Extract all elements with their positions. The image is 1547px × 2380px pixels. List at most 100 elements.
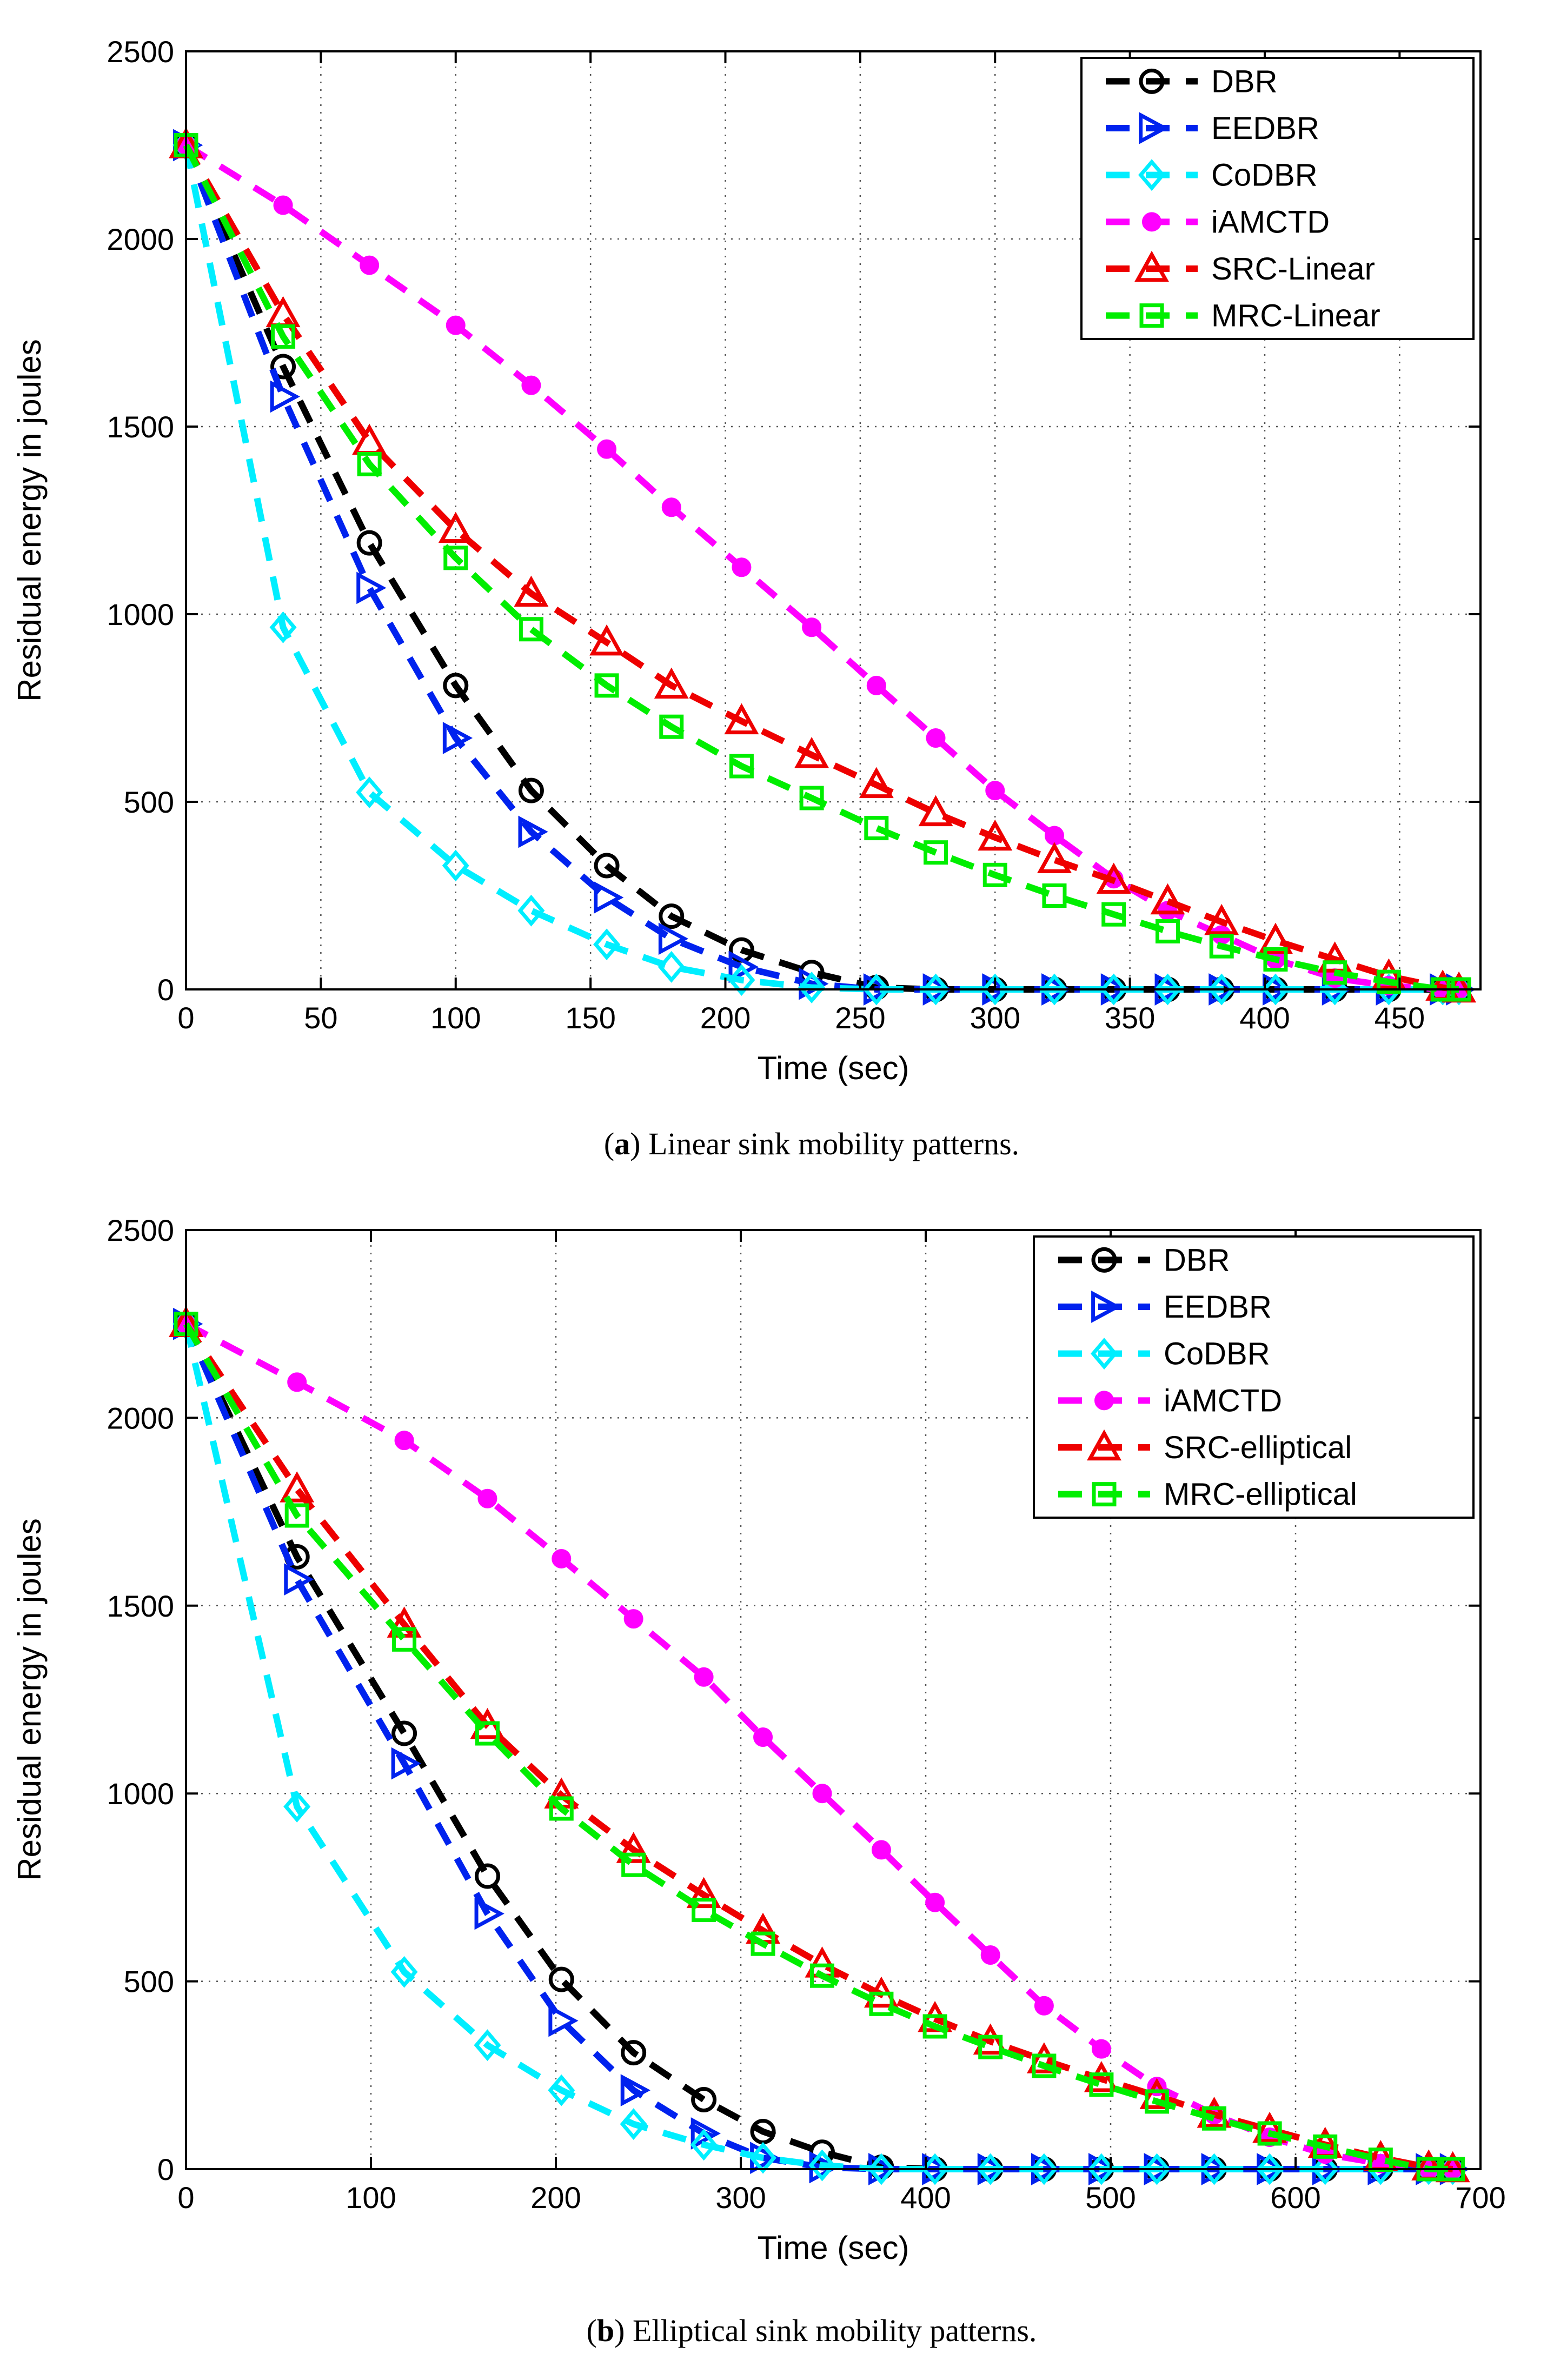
data-point xyxy=(922,2014,947,2039)
data-point xyxy=(980,1945,1000,1965)
data-point xyxy=(1256,2153,1284,2185)
chart-linear: 0 50 100 150 200 250 300 350 400 450 0 500 1000 1500 2… xyxy=(11,35,1482,1161)
data-point xyxy=(392,1627,417,1652)
data-point xyxy=(594,673,619,698)
x-axis-label: Time (sec) xyxy=(757,2230,909,2266)
y-tick-label: 500 xyxy=(124,785,174,819)
axes-frame xyxy=(185,1229,1482,2170)
data-point xyxy=(728,950,759,983)
data-point xyxy=(661,497,681,517)
data-point xyxy=(1096,862,1131,894)
data-point xyxy=(802,617,822,637)
data-point xyxy=(1101,902,1126,927)
data-point xyxy=(918,795,953,827)
data-point xyxy=(1089,2072,1114,2097)
legend: DBR EEDBR CoDBR iAMCTD SRC-elliptical MRC-ell… xyxy=(1033,1235,1475,1519)
data-point xyxy=(794,737,829,768)
y-tick-label: 1500 xyxy=(107,410,174,444)
data-point xyxy=(659,714,684,739)
data-point xyxy=(728,964,755,996)
x-tick-label: 300 xyxy=(970,1001,1020,1035)
y-tick-label: 0 xyxy=(157,2152,174,2186)
data-point xyxy=(1091,2039,1111,2059)
x-tick-label: 300 xyxy=(715,2180,766,2215)
data-point xyxy=(753,1727,773,1747)
data-point xyxy=(284,1503,309,1528)
data-point xyxy=(799,786,824,810)
legend-marker xyxy=(1091,1291,1121,1323)
data-point xyxy=(654,667,689,699)
data-point xyxy=(514,575,549,607)
data-point xyxy=(446,315,466,335)
legend-label: iAMCTD xyxy=(1211,204,1330,240)
x-tick-label: 200 xyxy=(530,2180,581,2215)
y-tick-label: 0 xyxy=(157,973,174,1007)
legend-label: CoDBR xyxy=(1211,158,1318,193)
data-point xyxy=(659,903,685,929)
x-tick-label: 0 xyxy=(177,2180,194,2215)
caption-text: Elliptical sink mobility patterns. xyxy=(625,2313,1037,2348)
legend-box xyxy=(1080,57,1475,340)
data-point xyxy=(921,2153,949,2185)
legend-marker xyxy=(1094,1391,1114,1411)
data-point xyxy=(808,2149,836,2182)
data-point xyxy=(798,972,826,1003)
y-tick-label: 2500 xyxy=(107,1213,174,1247)
legend-label: DBR xyxy=(1211,64,1277,99)
x-tick-label: 450 xyxy=(1375,1001,1425,1035)
data-point xyxy=(390,1956,418,1988)
data-point xyxy=(973,2023,1008,2055)
data-point xyxy=(1100,973,1127,1006)
data-point xyxy=(812,1784,832,1804)
data-point xyxy=(589,624,624,656)
y-tick-label: 2000 xyxy=(107,1401,174,1435)
data-point xyxy=(864,816,889,841)
data-point xyxy=(474,1897,504,1930)
caption-close-paren: ) xyxy=(614,2313,625,2348)
legend-marker xyxy=(1139,303,1164,328)
data-point xyxy=(548,1966,574,1992)
x-tick-label: 0 xyxy=(177,1001,194,1035)
data-point xyxy=(922,973,950,1006)
legend-label: EEDBR xyxy=(1211,111,1319,146)
data-point xyxy=(474,2029,501,2062)
data-point xyxy=(1252,2111,1287,2143)
data-point xyxy=(1202,2106,1227,2131)
data-point xyxy=(1200,2153,1228,2185)
data-point xyxy=(518,777,544,803)
data-point xyxy=(356,530,382,556)
data-point xyxy=(442,849,469,882)
axes-frame xyxy=(185,50,1482,990)
data-point xyxy=(621,2040,647,2066)
data-point xyxy=(978,2035,1003,2059)
data-point xyxy=(356,776,383,809)
data-point xyxy=(1044,826,1064,846)
data-point xyxy=(284,1563,314,1596)
data-point xyxy=(474,1863,500,1889)
data-point xyxy=(1087,2153,1115,2185)
data-point xyxy=(270,354,296,380)
data-point xyxy=(978,819,1013,851)
y-axis-label: Residual energy in joules xyxy=(11,1518,48,1880)
x-tick-label: 700 xyxy=(1455,2180,1505,2215)
x-tick-label: 600 xyxy=(1270,2180,1320,2215)
data-point xyxy=(1143,2153,1171,2185)
data-point xyxy=(438,511,473,543)
y-tick-label: 1000 xyxy=(107,1777,174,1811)
data-point xyxy=(1311,2153,1339,2185)
data-point xyxy=(620,2108,647,2140)
series-line xyxy=(183,1322,1453,2172)
data-point xyxy=(273,195,293,215)
data-point xyxy=(1371,958,1406,990)
series-line xyxy=(183,143,1459,993)
data-point xyxy=(1258,922,1293,954)
legend-label: SRC-Linear xyxy=(1211,251,1375,287)
x-tick-label: 150 xyxy=(565,1001,615,1035)
data-point xyxy=(593,928,621,961)
data-point xyxy=(925,1892,945,1912)
legend-label: EEDBR xyxy=(1164,1289,1272,1325)
data-point xyxy=(1313,2134,1338,2159)
series-line xyxy=(183,1322,1453,2172)
data-point xyxy=(926,728,946,748)
data-point xyxy=(283,1791,311,1823)
